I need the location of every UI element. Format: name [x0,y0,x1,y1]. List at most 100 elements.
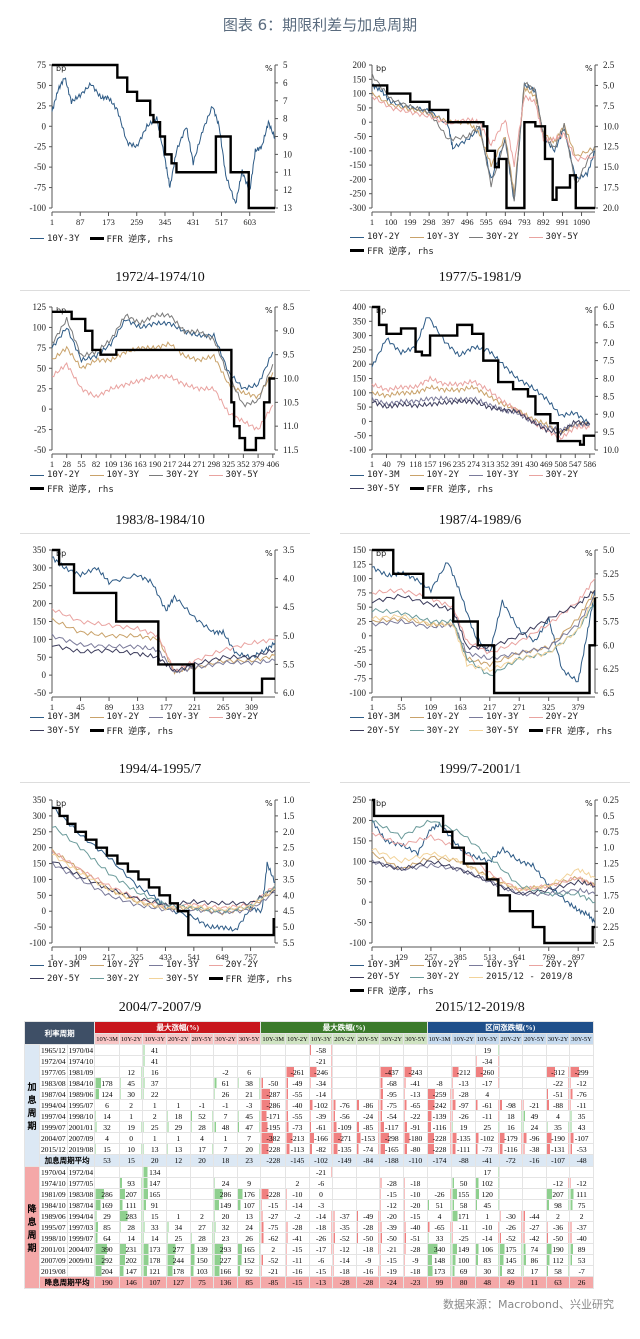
series-line-10y-3y [371,595,596,660]
max-up-cell: 1 [142,1099,168,1111]
x-tick-label: 1 [370,459,374,469]
rhs-tick-label: 2.5 [603,60,615,70]
table-row: 降 息 周 期 1970/04 1972/04 134 -21 17 [24,1166,594,1289]
max-down-cell: -102 [308,1099,334,1111]
legend-swatch [350,989,364,992]
legend-label: 10Y-3Y [486,960,519,970]
legend-swatch [528,236,543,238]
max-down-cell: -14 [285,1199,310,1211]
legend-label: 30Y-2Y [166,470,199,480]
series-line-10y-3y [371,859,596,897]
legend-swatch [528,716,543,718]
max-up-cell: 38 [236,1077,262,1089]
range-cell [545,1166,571,1178]
y-tick-label: 50 [37,363,47,373]
legend-swatch [409,730,424,731]
max-up-cell: 29 [166,1121,191,1133]
max-up-cell: 150 [189,1254,215,1266]
max-down-cell: -40 [403,1221,428,1233]
max-up-cell [213,1044,238,1056]
legend-item: 10Y-3M [350,960,400,970]
rhs-tick-label: 9.0 [283,326,295,336]
max-up-cell: 15 [142,1210,168,1222]
rhs-tick-label: 5.0 [283,631,295,641]
panel-title: 1994/4-1995/7 [118,762,202,777]
column-header: 10Y-3Y [308,1033,334,1045]
max-down-cell: -382 [260,1132,287,1144]
chart-panel: 350 300 250 200 150 100 50 0 -50 3.5 4.0 4.5 5.0 5.5 6… [0,540,320,715]
cycle-end [66,1265,96,1277]
rhs-tick-label: 10.0 [283,374,299,384]
max-down-cell: -37 [332,1210,357,1222]
legend-item: 20Y-5Y [30,972,80,985]
legend-item: 20Y-5Y [350,972,400,982]
x-tick-label: 325 [222,459,235,469]
legend-item: 30Y-5Y [30,724,80,737]
column-header: 10Y-2Y [118,1033,144,1045]
legend-label: 20Y-2Y [225,960,259,970]
series-line-30y-2y [51,312,274,408]
legend-label: FFR 逆序, rhs [106,235,174,245]
rhs-tick-label: 3.5 [283,874,295,884]
legend-label: 10Y-3Y [166,712,199,722]
max-up-cell: 169 [94,1199,120,1211]
y-tick-label: -75 [354,674,366,684]
rhs-tick-label: 5.75 [603,617,619,627]
legend-item: 20Y-5Y [350,724,400,737]
legend-item: 10Y-3M [350,470,400,480]
max-up-cell [118,1055,144,1067]
legend-swatch [409,236,424,238]
range-cell: 175 [498,1243,524,1255]
x-tick-label: 406 [266,459,279,469]
range-cell: -8 [426,1077,453,1089]
range-cell: -11 [474,1110,500,1122]
max-down-cell: -28 [355,1221,381,1233]
max-up-cell: 178 [142,1254,168,1266]
rhs-tick-label: 5.0 [603,545,615,555]
max-up-cell: 52 [189,1110,215,1122]
max-down-cell: -180 [403,1132,428,1144]
y-tick-label: -100 [350,688,367,698]
range-cell: -88 [545,1099,571,1111]
legend-swatch [350,976,364,978]
max-down-cell: -15 [379,1254,405,1266]
range-cell: -22 [545,1077,571,1089]
rhs-tick-label: 6 [283,78,288,88]
cycle-end: 1994/04 [66,1210,96,1222]
y-tick-label: -50 [34,688,46,698]
chart-panel: 125 100 75 50 25 0 -25 -50 8.5 9.0 9.5 10.0 10.5 11.0… [0,297,320,472]
x-tick-label: 517 [215,217,228,227]
legend-item: 10Y-3M [30,712,80,722]
y-tick-label: 50 [37,652,47,662]
max-up-cell: 121 [142,1265,168,1277]
series-ffr-line [372,84,595,210]
legend-item: 10Y-3Y [149,960,199,970]
average-cell: -24 [379,1276,405,1289]
average-cell: 11 [522,1276,547,1289]
max-down-cell [355,1088,381,1100]
x-tick-label: 991 [556,217,569,227]
x-tick-label: 385 [454,952,467,962]
x-tick-label: 109 [74,952,87,962]
max-up-cell: 13 [142,1143,168,1155]
max-down-cell: -14 [308,1210,334,1222]
range-cell: -44 [522,1210,547,1222]
average-cell: 12 [166,1154,191,1167]
series-line-30y-2y [371,819,596,904]
legend-label: 10Y-3Y [486,470,519,480]
max-up-cell: 25 [166,1232,191,1244]
table-row: 加 息 周 期 1965/12 1970/04 41 -58 19 [24,1044,594,1167]
rhs-tick-label: 5.5 [283,659,295,669]
legend-swatch [208,977,223,980]
max-up-cell: 26 [213,1088,238,1100]
table-row: 1983/08 1984/10 178 45 37 61 38 -50 -49 -34 -68 -41… [25,1077,594,1089]
legend-swatch [409,976,424,978]
legend-label: 20Y-5Y [47,973,80,984]
max-down-cell: -49 [285,1077,310,1089]
range-cell: 16 [498,1121,524,1133]
max-down-cell: -80 [403,1143,428,1155]
max-down-cell [285,1166,310,1178]
max-down-cell: -40 [285,1099,310,1111]
max-up-cell: 178 [94,1077,120,1089]
